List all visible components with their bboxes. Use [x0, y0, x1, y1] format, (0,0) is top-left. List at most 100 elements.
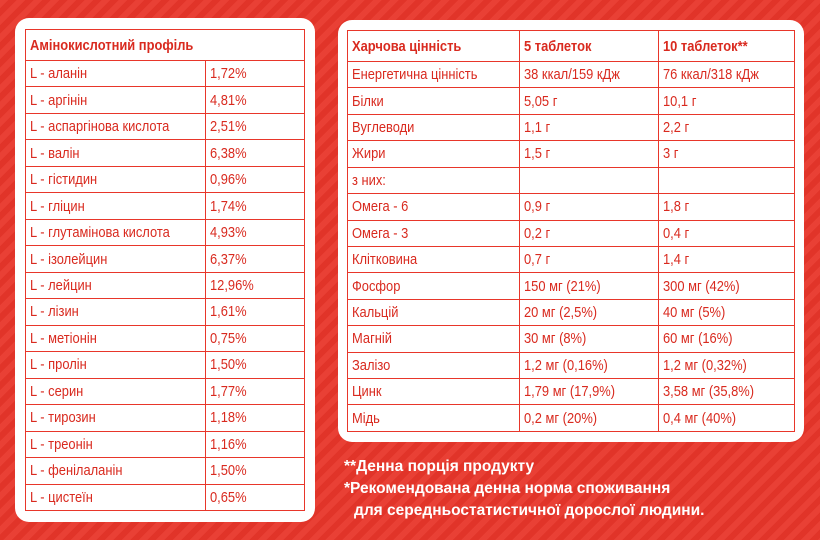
value-5-tablets-cell: 38 ккал/159 кДж: [519, 60, 659, 89]
amino-row: L - серин 1,77%: [25, 377, 306, 406]
value-5-tablets-cell: 30 мг (8%): [519, 325, 659, 353]
amino-header-label: Амінокислотний профіль: [30, 36, 194, 54]
value-10-tablets-cell: 2,2 г: [657, 113, 796, 142]
amino-name: L - аланін: [30, 65, 88, 83]
amino-value-cell: 4,93%: [204, 218, 306, 247]
amino-name: L - валін: [30, 144, 80, 162]
value-5-tablets-cell: 5,05 г: [519, 87, 659, 115]
amino-value: 1,50%: [209, 356, 247, 374]
amino-row: L - метіонін 0,75%: [25, 324, 306, 353]
nutrition-row: Фосфор 150 мг (21%) 300 мг (42%): [346, 272, 796, 300]
amino-name-cell: L - пролін: [25, 351, 206, 379]
nutrient-name-cell: Білки: [346, 87, 521, 115]
amino-row: L - аланін 1,72%: [25, 59, 306, 88]
amino-row: L - аргінін 4,81%: [25, 86, 306, 114]
amino-value: 4,93%: [209, 224, 247, 242]
value-5-tablets-cell: 150 мг (21%): [519, 272, 659, 300]
nutrition-table: Харчова цінність 5 таблеток 10 таблеток*…: [346, 30, 796, 432]
value-5-tablets: 20 мг (2,5%): [524, 304, 598, 321]
nutrition-header-10-label: 10 таблеток**: [662, 37, 748, 55]
amino-value: 0,65%: [209, 488, 247, 506]
nutrient-name-cell: Мідь: [346, 404, 521, 432]
amino-value-cell: 1,74%: [204, 192, 306, 220]
amino-value: 4,81%: [209, 91, 247, 109]
value-5-tablets: 5,05 г: [524, 92, 558, 110]
nutrient-name: Магній: [352, 330, 392, 348]
amino-acid-table: Амінокислотний профіль L - аланін 1,72% L …: [25, 29, 306, 511]
value-5-tablets: 0,7 г: [524, 251, 551, 269]
amino-value-cell: 1,16%: [204, 430, 306, 459]
amino-name: L - треонін: [30, 435, 93, 453]
amino-name: L - лізин: [30, 303, 79, 321]
amino-header-row: Амінокислотний профіль: [25, 29, 305, 61]
nutrient-name: Білки: [352, 92, 384, 110]
amino-name-cell: L - гліцин: [25, 192, 206, 220]
amino-value: 12,96%: [209, 276, 254, 294]
value-10-tablets: 1,8 г: [662, 198, 689, 216]
amino-value-cell: 0,75%: [204, 324, 306, 353]
nutrition-header-row: Харчова цінність 5 таблеток 10 таблеток*…: [346, 30, 796, 62]
value-5-tablets: 0,9 г: [524, 198, 551, 216]
value-10-tablets: 2,2 г: [662, 119, 689, 137]
amino-value-cell: 2,51%: [204, 112, 306, 141]
amino-row: L - цистеїн 0,65%: [25, 483, 306, 511]
amino-row: L - гліцин 1,74%: [25, 192, 306, 220]
amino-value: 1,50%: [209, 462, 247, 480]
nutrient-name-cell: Залізо: [346, 351, 521, 380]
amino-value-cell: 1,50%: [204, 351, 306, 379]
nutrition-row: Жири 1,5 г 3 г: [346, 140, 796, 168]
value-10-tablets-cell: 76 ккал/318 кДж: [657, 60, 796, 89]
value-10-tablets: 60 мг (16%): [662, 330, 733, 348]
amino-value-cell: 12,96%: [204, 271, 306, 300]
amino-name-cell: L - глутамінова кислота: [25, 218, 206, 247]
amino-name: L - лейцин: [30, 276, 92, 294]
nutrient-name: Вуглеводи: [352, 119, 415, 137]
nutrition-row: Клітковина 0,7 г 1,4 г: [346, 245, 796, 274]
value-10-tablets-cell: 10,1 г: [657, 87, 796, 115]
nutrition-row: Енергетична цінність 38 ккал/159 кДж 76 кк…: [346, 60, 796, 89]
footnote-daily-portion: **Денна порція продукту: [344, 458, 535, 475]
amino-name-cell: L - треонін: [25, 430, 206, 459]
value-5-tablets: 1,5 г: [524, 145, 551, 163]
amino-row: L - фенілаланін 1,50%: [25, 457, 306, 485]
amino-name: L - гістидин: [30, 171, 98, 189]
amino-name-cell: L - ізолейцин: [25, 245, 206, 273]
value-5-tablets: 0,2 мг (20%): [524, 409, 598, 427]
amino-row: L - лізин 1,61%: [25, 298, 306, 326]
value-10-tablets-cell: 1,2 мг (0,32%): [657, 351, 796, 380]
nutrition-header-5-label: 5 таблеток: [524, 37, 592, 55]
amino-name-cell: L - тирозин: [25, 404, 206, 432]
value-5-tablets: 1,79 мг (17,9%): [524, 383, 616, 401]
nutrition-row: Магній 30 мг (8%) 60 мг (16%): [346, 325, 796, 353]
amino-value: 1,61%: [209, 303, 247, 321]
nutrient-name-cell: Омега - 6: [346, 193, 521, 221]
value-5-tablets-cell: 1,79 мг (17,9%): [519, 378, 659, 406]
amino-value-cell: 0,96%: [204, 165, 306, 194]
nutrient-name: Мідь: [352, 409, 380, 427]
amino-row: L - ізолейцин 6,37%: [25, 245, 306, 273]
value-5-tablets-cell: 1,2 мг (0,16%): [519, 351, 659, 380]
amino-name: L - ізолейцин: [30, 250, 108, 268]
nutrition-header-name-label: Харчова цінність: [352, 37, 462, 55]
amino-header: Амінокислотний профіль: [25, 29, 305, 61]
amino-value: 1,18%: [209, 409, 247, 427]
nutrition-row: Мідь 0,2 мг (20%) 0,4 мг (40%): [346, 404, 796, 432]
amino-name: L - цистеїн: [30, 488, 93, 506]
amino-name-cell: L - метіонін: [25, 324, 206, 353]
amino-value: 2,51%: [209, 118, 247, 136]
amino-row: L - гістидин 0,96%: [25, 165, 306, 194]
amino-value: 1,72%: [209, 65, 247, 83]
value-5-tablets-cell: 20 мг (2,5%): [519, 298, 659, 327]
nutrition-row: Омега - 3 0,2 г 0,4 г: [346, 219, 796, 247]
nutrient-name: Енергетична цінність: [352, 66, 478, 84]
amino-value: 0,75%: [209, 329, 247, 347]
amino-name: L - тирозин: [30, 409, 96, 427]
value-10-tablets-cell: 0,4 г: [657, 219, 796, 247]
amino-value: 6,37%: [209, 250, 247, 268]
amino-value: 6,38%: [209, 144, 247, 162]
value-10-tablets-cell: 3 г: [657, 140, 796, 168]
nutrient-name-cell: Магній: [346, 325, 521, 353]
amino-name-cell: L - гістидин: [25, 165, 206, 194]
amino-name: L - метіонін: [30, 329, 97, 347]
value-5-tablets-cell: 1,1 г: [519, 113, 659, 142]
